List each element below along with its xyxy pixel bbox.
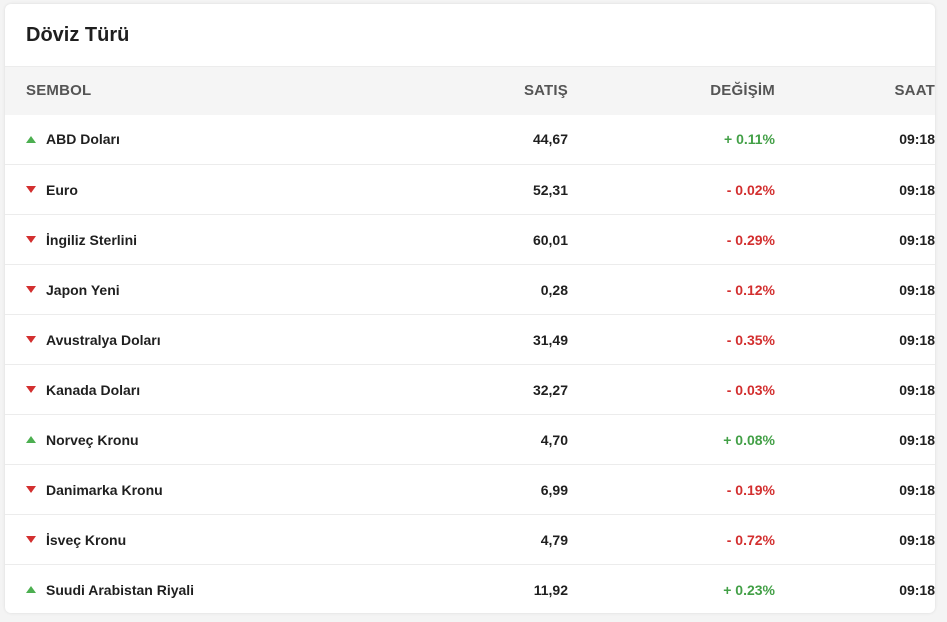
symbol-cell: ABD Doları xyxy=(5,115,406,165)
currency-name[interactable]: Japon Yeni xyxy=(46,281,120,298)
symbol-cell: İngiliz Sterlini xyxy=(5,215,406,265)
symbol-wrap: Euro xyxy=(26,182,406,198)
table-body: ABD Doları 44,67 + 0.11% 09:18 Euro 52,31 - 0.… xyxy=(5,115,935,614)
change-percent: - 0.02% xyxy=(726,181,775,198)
sell-price: 32,27 xyxy=(532,381,568,398)
table-row[interactable]: İngiliz Sterlini 60,01 - 0.29% 09:18 xyxy=(5,214,935,265)
symbol-cell: Euro xyxy=(5,165,406,215)
card-title: Döviz Türü xyxy=(26,24,130,46)
change-percent: - 0.29% xyxy=(726,231,775,248)
header-symbol[interactable]: SEMBOL xyxy=(26,82,92,100)
update-time: 09:18 xyxy=(899,131,935,148)
symbol-wrap: Japon Yeni xyxy=(26,282,406,298)
sell-price: 44,67 xyxy=(532,131,568,148)
symbol-cell: Norveç Kronu xyxy=(5,415,406,465)
symbol-cell: Danimarka Kronu xyxy=(5,465,406,515)
change-percent: - 0.35% xyxy=(726,331,775,348)
sell-price: 4,70 xyxy=(540,431,568,448)
currency-name[interactable]: Suudi Arabistan Riyali xyxy=(46,581,195,598)
triangle-down-icon xyxy=(26,486,36,493)
triangle-down-icon xyxy=(26,336,36,343)
triangle-up-icon xyxy=(26,586,36,594)
currency-name[interactable]: Kanada Doları xyxy=(46,381,141,398)
symbol-wrap: Danimarka Kronu xyxy=(26,482,406,498)
table-row[interactable]: Avustralya Doları 31,49 - 0.35% 09:18 xyxy=(5,314,935,365)
update-time: 09:18 xyxy=(899,431,935,448)
triangle-down-icon xyxy=(26,186,36,193)
update-time: 09:18 xyxy=(899,581,935,598)
triangle-down-icon xyxy=(26,236,36,243)
symbol-wrap: İngiliz Sterlini xyxy=(26,232,406,248)
sell-price: 4,79 xyxy=(540,531,568,548)
triangle-down-icon xyxy=(26,386,36,393)
currency-table: SEMBOL SATIŞ DEĞİŞİM SAAT ABD Doları 44,6… xyxy=(5,66,935,613)
table-row[interactable]: İsveç Kronu 4,79 - 0.72% 09:18 xyxy=(5,514,935,565)
sell-price: 52,31 xyxy=(532,181,568,198)
currency-card: Döviz Türü SEMBOL SATIŞ DEĞİŞİM SAAT ABD… xyxy=(5,4,935,613)
symbol-wrap: Suudi Arabistan Riyali xyxy=(26,582,406,598)
header-time[interactable]: SAAT xyxy=(894,82,935,100)
table-header: SEMBOL SATIŞ DEĞİŞİM SAAT xyxy=(5,66,935,115)
table-row[interactable]: Norveç Kronu 4,70 + 0.08% 09:18 xyxy=(5,414,935,465)
update-time: 09:18 xyxy=(899,181,935,198)
table-row[interactable]: ABD Doları 44,67 + 0.11% 09:18 xyxy=(5,115,935,165)
symbol-wrap: Avustralya Doları xyxy=(26,332,406,348)
change-percent: - 0.12% xyxy=(726,281,775,298)
currency-name[interactable]: Euro xyxy=(46,181,78,198)
update-time: 09:18 xyxy=(899,481,935,498)
symbol-cell: Suudi Arabistan Riyali xyxy=(5,565,406,614)
currency-name[interactable]: ABD Doları xyxy=(46,131,120,148)
sell-price: 60,01 xyxy=(532,231,568,248)
header-row: SEMBOL SATIŞ DEĞİŞİM SAAT xyxy=(5,66,935,115)
symbol-cell: Kanada Doları xyxy=(5,365,406,415)
table-row[interactable]: Suudi Arabistan Riyali 11,92 + 0.23% 09:18 xyxy=(5,564,935,614)
symbol-wrap: İsveç Kronu xyxy=(26,532,406,548)
table-row[interactable]: Euro 52,31 - 0.02% 09:18 xyxy=(5,164,935,215)
header-change[interactable]: DEĞİŞİM xyxy=(710,82,775,100)
update-time: 09:18 xyxy=(899,531,935,548)
update-time: 09:18 xyxy=(899,281,935,298)
update-time: 09:18 xyxy=(899,381,935,398)
change-percent: + 0.11% xyxy=(724,131,775,148)
table-row[interactable]: Japon Yeni 0,28 - 0.12% 09:18 xyxy=(5,264,935,315)
table-row[interactable]: Danimarka Kronu 6,99 - 0.19% 09:18 xyxy=(5,464,935,515)
symbol-cell: Japon Yeni xyxy=(5,265,406,315)
symbol-wrap: ABD Doları xyxy=(26,131,406,147)
currency-name[interactable]: İsveç Kronu xyxy=(46,531,127,548)
change-percent: + 0.08% xyxy=(723,431,775,448)
change-percent: + 0.23% xyxy=(723,581,775,598)
symbol-wrap: Norveç Kronu xyxy=(26,432,406,448)
triangle-down-icon xyxy=(26,286,36,293)
currency-name[interactable]: İngiliz Sterlini xyxy=(46,231,138,248)
symbol-cell: Avustralya Doları xyxy=(5,315,406,365)
update-time: 09:18 xyxy=(899,231,935,248)
sell-price: 11,92 xyxy=(533,581,568,598)
triangle-up-icon xyxy=(26,135,36,143)
currency-name[interactable]: Norveç Kronu xyxy=(46,431,139,448)
sell-price: 0,28 xyxy=(540,281,568,298)
symbol-cell: İsveç Kronu xyxy=(5,515,406,565)
triangle-up-icon xyxy=(26,436,36,443)
change-percent: - 0.72% xyxy=(726,531,775,548)
currency-name[interactable]: Avustralya Doları xyxy=(46,331,161,348)
change-percent: - 0.03% xyxy=(726,381,775,398)
header-sell[interactable]: SATIŞ xyxy=(523,82,568,100)
sell-price: 6,99 xyxy=(540,481,568,498)
sell-price: 31,49 xyxy=(532,331,568,348)
symbol-wrap: Kanada Doları xyxy=(26,382,406,398)
table-row[interactable]: Kanada Doları 32,27 - 0.03% 09:18 xyxy=(5,364,935,415)
currency-name[interactable]: Danimarka Kronu xyxy=(46,481,163,498)
change-percent: - 0.19% xyxy=(726,481,775,498)
update-time: 09:18 xyxy=(899,331,935,348)
triangle-down-icon xyxy=(26,536,36,543)
